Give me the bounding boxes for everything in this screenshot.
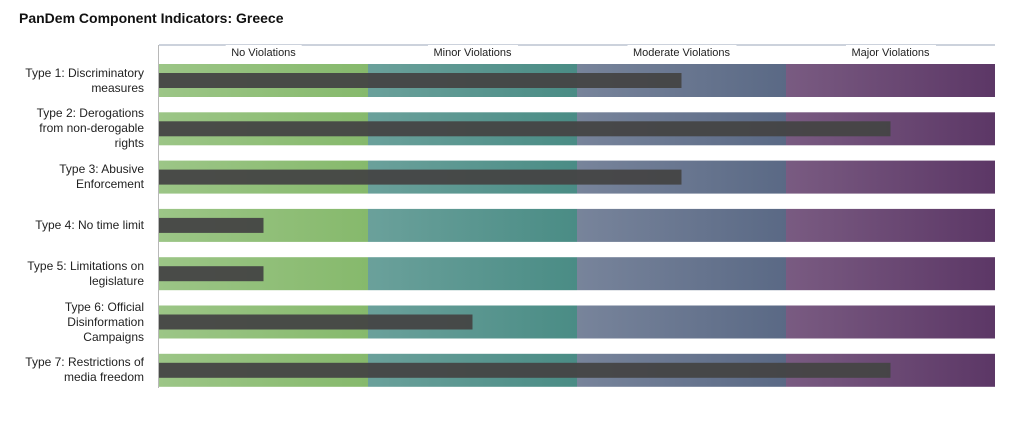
row-label-line: from non-derogable: [39, 121, 144, 136]
band-segment: [786, 305, 995, 339]
band-header: Moderate Violations: [626, 45, 737, 61]
value-bar: [159, 217, 264, 233]
row-label-line: measures: [91, 80, 144, 95]
row-label-line: legislature: [89, 273, 144, 288]
row-label-line: Type 5: Limitations on: [27, 258, 144, 273]
row-label: Type 7: Restrictions of media freedom: [0, 355, 144, 385]
value-bar: [159, 121, 891, 137]
row-label-line: Type 7: Restrictions of: [25, 355, 144, 370]
band-segment: [577, 208, 786, 242]
band-segment: [786, 208, 995, 242]
band-segment: [786, 257, 995, 291]
band-segment: [577, 257, 786, 291]
value-bar: [159, 362, 891, 378]
row-label: Type 4: No time limit: [0, 218, 144, 233]
row-label: Type 3: Abusive Enforcement: [0, 162, 144, 192]
row-label-line: Enforcement: [75, 177, 144, 192]
band-segment: [786, 64, 995, 97]
band-header: Minor Violations: [427, 45, 518, 61]
row-label-line: Type 4: No time limit: [35, 217, 144, 232]
value-bar: [159, 266, 264, 282]
band-segment: [368, 208, 577, 242]
value-bar: [159, 314, 473, 330]
row-label-line: Disinformation: [67, 314, 144, 329]
row-label-line: Type 3: Abusive: [59, 162, 144, 177]
row-label: Type 1: Discriminatory measures: [0, 66, 144, 96]
band-header: Major Violations: [845, 45, 936, 61]
value-bar: [159, 169, 682, 185]
band-segment: [786, 160, 995, 194]
row-label: Type 5: Limitations on legislature: [0, 259, 144, 289]
value-bar: [159, 73, 682, 88]
band-segment: [577, 305, 786, 339]
chart-title: PanDem Component Indicators: Greece: [19, 10, 284, 26]
row-label-line: Campaigns: [83, 329, 144, 344]
row-label: Type 6: Official Disinformation Campaigns: [0, 300, 144, 345]
row-label-line: rights: [114, 136, 144, 151]
row-label: Type 2: Derogations from non-derogable rig…: [0, 106, 144, 151]
row-label-line: Type 6: Official: [64, 299, 144, 314]
row-label-line: media freedom: [63, 370, 144, 385]
band-segment: [368, 257, 577, 291]
row-label-line: Type 1: Discriminatory: [25, 65, 144, 80]
band-header: No Violations: [225, 45, 302, 61]
row-label-line: Type 2: Derogations: [36, 106, 144, 121]
